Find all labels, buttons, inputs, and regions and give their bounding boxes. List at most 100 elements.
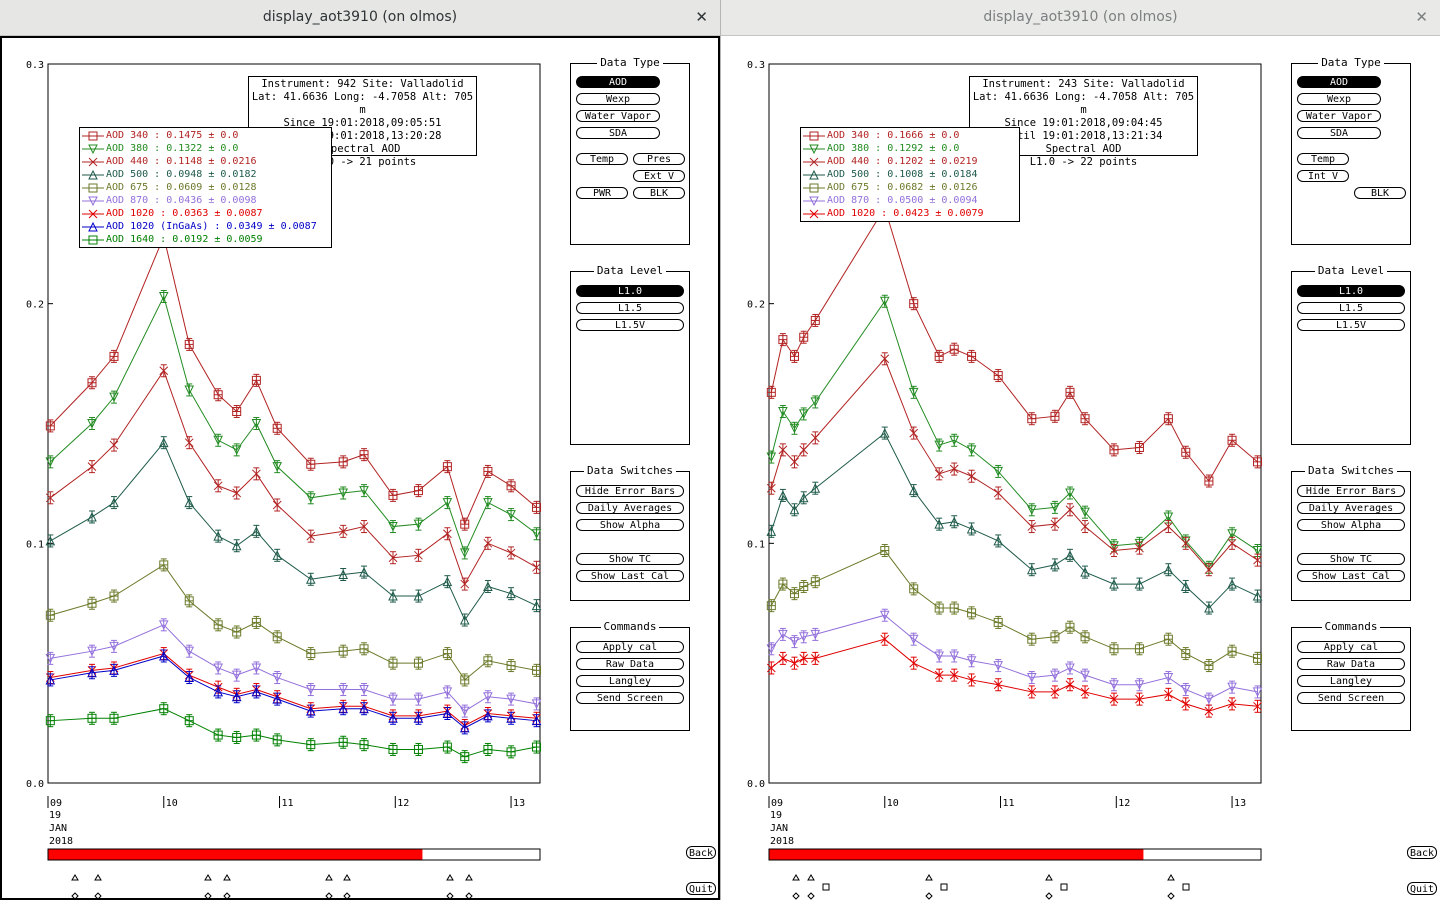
data-point <box>483 581 493 591</box>
data-point <box>413 744 423 754</box>
data-point <box>778 579 788 589</box>
data-point <box>1050 502 1060 513</box>
info-line: Since 19:01:2018,09:04:45 <box>1004 117 1163 129</box>
show-tc-button[interactable]: Show TC <box>576 553 684 565</box>
pres-button[interactable]: Pres <box>633 153 685 165</box>
daily-averages-button[interactable]: Daily Averages <box>576 502 684 514</box>
blk-button[interactable]: BLK <box>1354 187 1406 199</box>
daily-averages-button[interactable]: Daily Averages <box>1297 502 1405 514</box>
l1-0-button[interactable]: L1.0 <box>576 285 684 297</box>
back-button[interactable]: Back <box>1407 846 1437 859</box>
data-point <box>388 590 398 601</box>
info-line: Spectral AOD <box>324 143 401 155</box>
quit-button[interactable]: Quit <box>1407 882 1437 895</box>
back-button[interactable]: Back <box>686 846 716 859</box>
data-point <box>1227 435 1237 445</box>
data-point <box>810 397 821 408</box>
data-point <box>414 550 423 560</box>
legend-entry: AOD 870 : 0.0436 ± 0.0098 <box>106 195 257 206</box>
data-point <box>388 713 398 723</box>
legend-markers <box>82 131 104 245</box>
show-alpha-button[interactable]: Show Alpha <box>576 519 684 531</box>
panel-title-text: Data Switches <box>1304 464 1398 477</box>
data-point <box>1163 673 1174 683</box>
quit-button[interactable]: Quit <box>686 882 716 895</box>
l1-5-button[interactable]: L1.5 <box>576 302 684 314</box>
water-vapor-button[interactable]: Water Vapor <box>576 110 660 122</box>
legend-entry: AOD 1020 : 0.0363 ± 0.0087 <box>106 208 263 219</box>
data-point <box>1253 555 1262 565</box>
raw-data-button[interactable]: Raw Data <box>1297 658 1405 670</box>
l1-0-button[interactable]: L1.0 <box>1297 285 1405 297</box>
data-point <box>766 601 776 611</box>
sda-button[interactable]: SDA <box>576 127 660 139</box>
x-tick-label: 10 <box>166 798 178 809</box>
int-v-button[interactable]: Int V <box>1297 170 1349 182</box>
data-point <box>338 703 349 714</box>
data-point <box>459 706 470 717</box>
panel-title: Data Type <box>571 56 689 70</box>
titlebar[interactable]: display_aot3910 (on olmos) ✕ <box>721 0 1440 36</box>
data-point <box>1050 670 1060 681</box>
data-point <box>966 445 977 455</box>
data-point <box>305 574 316 584</box>
l1-5v-button[interactable]: L1.5V <box>1297 319 1405 331</box>
hide-error-bars-button[interactable]: Hide Error Bars <box>576 485 684 497</box>
l1-5v-button[interactable]: L1.5V <box>576 319 684 331</box>
data-point <box>1065 680 1075 690</box>
wexp-button[interactable]: Wexp <box>576 93 660 105</box>
sda-button[interactable]: SDA <box>1297 127 1381 139</box>
show-last-cal-button[interactable]: Show Last Cal <box>1297 570 1405 582</box>
data-point <box>483 744 493 754</box>
close-icon[interactable]: ✕ <box>695 8 708 26</box>
data-point <box>109 713 119 723</box>
data-point <box>413 590 424 601</box>
temp-button[interactable]: Temp <box>1297 153 1349 165</box>
show-last-cal-button[interactable]: Show Last Cal <box>576 570 684 582</box>
apply-cal-button[interactable]: Apply cal <box>1297 641 1405 653</box>
panel-data-type: Data Type AOD Wexp Water Vapor SDA Temp Pres Ex… <box>570 56 690 245</box>
langley-button[interactable]: Langley <box>576 675 684 687</box>
show-tc-button[interactable]: Show TC <box>1297 553 1405 565</box>
data-point <box>158 620 169 630</box>
data-point <box>934 469 944 479</box>
data-point <box>949 651 960 662</box>
pwr-button[interactable]: PWR <box>576 187 628 199</box>
data-point <box>1180 685 1191 695</box>
data-point <box>810 577 820 587</box>
aod-button[interactable]: AOD <box>1297 76 1381 88</box>
data-point <box>532 742 542 752</box>
apply-cal-button[interactable]: Apply cal <box>576 641 684 653</box>
wexp-button[interactable]: Wexp <box>1297 93 1381 105</box>
data-point <box>766 663 776 673</box>
data-point <box>532 665 542 675</box>
data-point <box>45 457 56 467</box>
legend-entry: AOD 1640 : 0.0192 ± 0.0059 <box>106 234 263 245</box>
close-icon[interactable]: ✕ <box>1415 8 1428 26</box>
data-point <box>1065 550 1075 560</box>
panel-title-text: Data Type <box>1318 56 1384 69</box>
send-screen-button[interactable]: Send Screen <box>1297 692 1405 704</box>
titlebar[interactable]: display_aot3910 (on olmos) ✕ <box>0 0 720 36</box>
water-vapor-button[interactable]: Water Vapor <box>1297 110 1381 122</box>
data-point <box>251 663 262 674</box>
data-point <box>388 522 398 532</box>
raw-data-button[interactable]: Raw Data <box>576 658 684 670</box>
ext-v-button[interactable]: Ext V <box>633 170 685 182</box>
data-point <box>359 644 369 654</box>
data-point <box>810 433 820 443</box>
data-point <box>908 387 919 398</box>
l1-5-button[interactable]: L1.5 <box>1297 302 1405 314</box>
data-point <box>799 332 809 342</box>
blk-button[interactable]: BLK <box>633 187 685 199</box>
data-point <box>993 488 1003 498</box>
aod-button[interactable]: AOD <box>576 76 660 88</box>
data-point <box>252 469 261 479</box>
hide-error-bars-button[interactable]: Hide Error Bars <box>1297 485 1405 497</box>
send-screen-button[interactable]: Send Screen <box>576 692 684 704</box>
data-point <box>1204 602 1214 613</box>
data-point <box>1065 505 1075 515</box>
show-alpha-button[interactable]: Show Alpha <box>1297 519 1405 531</box>
langley-button[interactable]: Langley <box>1297 675 1405 687</box>
temp-button[interactable]: Temp <box>576 153 628 165</box>
